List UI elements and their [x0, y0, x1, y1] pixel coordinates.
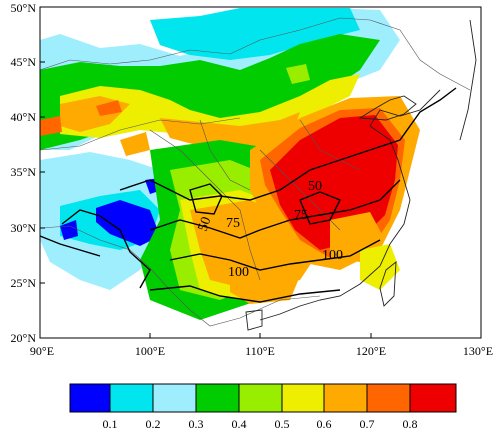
colorbar-tick-label: 0.2 [146, 417, 161, 431]
contour-label: 100 [228, 265, 249, 280]
shaded-field [40, 7, 481, 338]
contour-label: 75 [294, 208, 308, 223]
colorbar-tick-label: 0.5 [275, 417, 290, 431]
colorbar-tick-label: 0.4 [232, 417, 247, 431]
colorbar-tick-label: 0.7 [360, 417, 375, 431]
lat-label: 35°N [11, 165, 37, 179]
contour-label: 100 [322, 248, 343, 263]
lat-label: 30°N [11, 221, 37, 235]
boundary-lines [40, 17, 471, 327]
lon-label: 120°E [356, 344, 386, 358]
latitude-labels: 20°N 25°N 30°N 35°N 40°N 45°N 50°N [11, 1, 37, 345]
contour-label: 75 [226, 216, 240, 231]
contour-value-labels: 50 50 75 75 100 100 [196, 179, 343, 280]
lat-label: 45°N [11, 55, 37, 69]
lat-label: 20°N [11, 331, 37, 345]
colorbar-tick-label: 0.8 [403, 417, 418, 431]
colorbar-tick-label: 0.6 [317, 417, 332, 431]
colorbar-tick-label: 0.3 [189, 417, 204, 431]
colorbar: 0.1 0.2 0.3 0.4 0.5 0.6 0.7 0.8 [69, 383, 457, 431]
lat-label: 50°N [11, 1, 37, 15]
lon-label: 110°E [245, 344, 275, 358]
colorbar-box [367, 384, 410, 412]
lon-label: 130°E [463, 344, 493, 358]
lat-label: 25°N [11, 276, 37, 290]
colorbar-box [324, 384, 367, 412]
colorbar-box [239, 384, 282, 412]
colorbar-box [110, 384, 153, 412]
tick-marks [39, 6, 482, 339]
contour-lines [40, 87, 457, 303]
colorbar-tick-label: 0.1 [103, 417, 118, 431]
colorbar-box [196, 384, 239, 412]
lon-label: 90°E [30, 344, 54, 358]
coastline [245, 19, 477, 331]
colorbar-box [153, 384, 196, 412]
contour-label: 50 [308, 179, 322, 194]
lat-label: 40°N [11, 110, 37, 124]
longitude-labels: 90°E 100°E 110°E 120°E 130°E [30, 344, 493, 358]
colorbar-box [282, 384, 324, 412]
contour-label: 50 [196, 215, 215, 233]
colorbar-box [410, 384, 456, 412]
colorbar-box [70, 384, 110, 412]
lon-label: 100°E [135, 344, 165, 358]
